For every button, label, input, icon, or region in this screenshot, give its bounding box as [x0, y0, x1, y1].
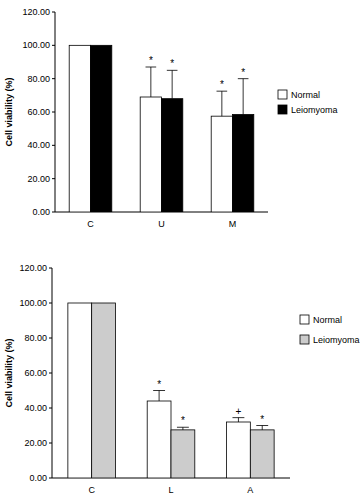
bar: [68, 303, 92, 478]
bar: [250, 430, 274, 478]
y-tick-label: 20.00: [27, 174, 50, 184]
significance-mark: *: [170, 58, 174, 69]
y-tick-label: 40.00: [27, 140, 50, 150]
legend-label: Normal: [291, 90, 320, 100]
legend-label: Normal: [313, 315, 342, 325]
significance-mark: *: [220, 79, 224, 90]
bars: [69, 45, 254, 212]
bar: [92, 303, 116, 478]
y-tick-label: 120.00: [19, 263, 47, 273]
bar: [227, 422, 251, 478]
bars: [68, 303, 274, 478]
error-bar: [238, 79, 249, 115]
bar: [69, 45, 90, 212]
y-axis-label: Cell viability (%): [4, 338, 14, 407]
bar: [211, 116, 232, 212]
bar: [233, 115, 254, 213]
y-axis-label: Cell viability (%): [4, 77, 14, 146]
significance-mark: *: [260, 414, 264, 425]
error-bar: [217, 91, 228, 116]
significance-mark: *: [157, 379, 161, 390]
figure: 0.00 20.00 40.00 60.00 80.00 100.00 120.00 Cell…: [0, 0, 361, 497]
significance-mark: +: [236, 406, 242, 417]
bar: [162, 99, 183, 212]
y-tick-label: 0.00: [32, 207, 50, 217]
y-tick-label: 80.00: [24, 333, 47, 343]
error-bar: [177, 427, 189, 430]
y-axis: [55, 12, 56, 212]
chart: 0.00 20.00 40.00 60.00 80.00 100.00 120.00 Cell…: [4, 7, 338, 229]
legend-swatch: [300, 315, 309, 324]
y-tick-label: 80.00: [27, 74, 50, 84]
legend-label: Leiomyoma: [291, 105, 338, 115]
bar: [91, 45, 112, 212]
legend-swatch: [278, 105, 287, 114]
y-axis: [52, 268, 53, 478]
x-tick-label: U: [158, 219, 165, 229]
legend-swatch: [300, 335, 309, 344]
x-tick-label: M: [229, 219, 237, 229]
y-tick-label: 40.00: [24, 403, 47, 413]
error-bar: [256, 426, 268, 430]
significance-mark: *: [149, 55, 153, 66]
y-tick-label: 60.00: [27, 107, 50, 117]
y-tick-label: 100.00: [22, 40, 50, 50]
y-tick-label: 120.00: [22, 7, 50, 17]
bar: [147, 401, 171, 478]
legend-label: Leiomyoma: [313, 335, 360, 345]
y-tick-label: 100.00: [19, 298, 47, 308]
y-tick-label: 0.00: [29, 473, 47, 483]
significance-mark: *: [181, 415, 185, 426]
x-tick-label: C: [88, 485, 95, 495]
legend-swatch: [278, 90, 287, 99]
x-tick-label: A: [247, 485, 253, 495]
bar: [140, 97, 161, 212]
significance-mark: *: [241, 67, 245, 78]
y-tick-label: 20.00: [24, 438, 47, 448]
error-bar: [146, 67, 157, 97]
bar: [171, 430, 195, 478]
x-tick-label: L: [168, 485, 173, 495]
x-tick-label: C: [87, 219, 94, 229]
chart: 0.00 20.00 40.00 60.00 80.00 100.00 120.00 Cell…: [4, 263, 360, 495]
y-tick-label: 60.00: [24, 368, 47, 378]
error-bar: [232, 418, 244, 422]
error-bar: [153, 391, 165, 402]
error-bar: [167, 70, 178, 98]
